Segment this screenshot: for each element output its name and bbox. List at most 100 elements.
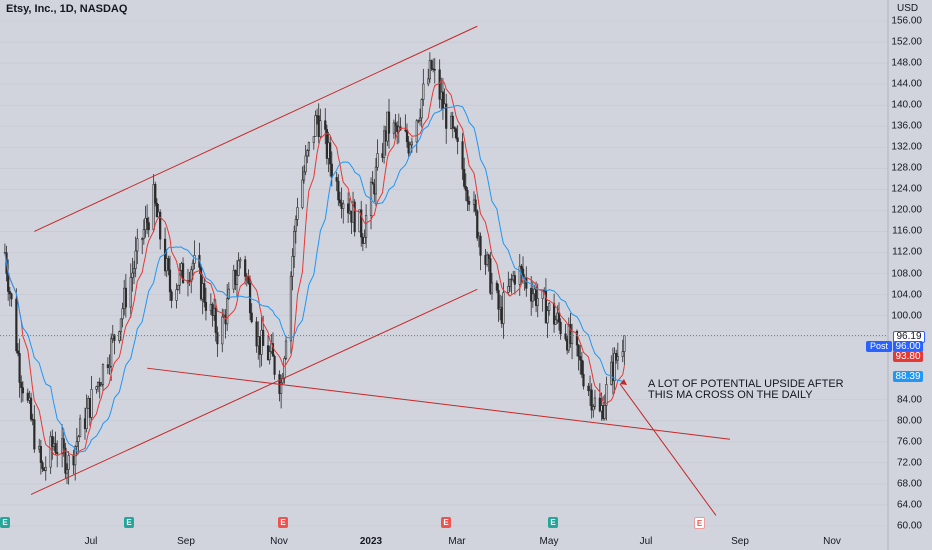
candle-body [564, 333, 567, 340]
candle-body [546, 310, 549, 324]
candle-body [132, 268, 136, 274]
candle-body [131, 272, 134, 278]
candle-body [410, 141, 413, 146]
y-tick-label: 152.00 [891, 36, 922, 48]
candle-body [518, 265, 521, 285]
candle-body [154, 184, 157, 204]
earnings-event-icon[interactable]: E [441, 517, 451, 528]
candle-body [497, 289, 500, 310]
candle-body [255, 321, 258, 347]
candle-body [575, 330, 579, 346]
candle-body [141, 238, 144, 240]
candle-body [65, 469, 69, 474]
candle-body [273, 356, 276, 375]
annotation-line-2: THIS MA CROSS ON THE DAILY [648, 389, 813, 401]
candle-body [387, 111, 391, 134]
slow-ma-badge: 88.39 [893, 371, 923, 382]
candle-body [203, 283, 206, 303]
candle-body [485, 254, 489, 265]
x-tick-label: Jul [84, 536, 98, 547]
candle-body [124, 287, 127, 308]
candle-body [587, 385, 590, 392]
candle-body [159, 211, 162, 240]
candle-body [466, 190, 469, 202]
candle-body [329, 142, 332, 165]
y-tick-label: 124.00 [891, 183, 922, 195]
y-tick-label: 148.00 [891, 57, 922, 69]
earnings-event-icon[interactable]: E [694, 517, 705, 529]
annotation-arrow [619, 383, 717, 516]
candle-body [29, 397, 33, 420]
candle-body [623, 335, 626, 352]
candle-body [347, 203, 350, 214]
candle-body [121, 308, 124, 320]
candle-body [235, 275, 239, 285]
candle-body [302, 171, 306, 181]
candle-body [507, 286, 510, 293]
candle-body [237, 260, 240, 276]
candle-body [463, 168, 466, 187]
candle-body [118, 331, 121, 341]
candle-body [54, 443, 57, 453]
candle-body [306, 150, 309, 157]
y-tick-label: 64.00 [896, 499, 922, 511]
candle-body [520, 265, 523, 270]
candle-body [181, 263, 185, 284]
candle-body [244, 259, 247, 277]
candle-body [56, 452, 59, 455]
y-tick-label: 156.00 [891, 15, 922, 27]
candle-body [119, 318, 123, 332]
candle-body [20, 382, 23, 388]
support-line [147, 367, 731, 440]
candle-body [199, 267, 203, 300]
candle-body [296, 207, 299, 220]
candle-body [605, 384, 608, 406]
candle-body [301, 179, 304, 208]
candle-body [371, 181, 374, 185]
y-tick-label: 144.00 [891, 78, 922, 90]
candle-body [175, 289, 178, 301]
candle-body [474, 199, 477, 212]
y-tick-label: 84.00 [896, 394, 922, 406]
candle-body [33, 419, 36, 450]
x-tick-label: Sep [177, 536, 195, 547]
candle-body [582, 374, 585, 387]
earnings-event-icon[interactable]: E [278, 517, 288, 528]
y-tick-label: 108.00 [891, 268, 922, 279]
candle-body [108, 366, 111, 368]
candle-body [495, 282, 498, 291]
candle-body [280, 382, 283, 394]
earnings-event-icon[interactable]: E [124, 517, 134, 528]
candle-body [75, 441, 78, 447]
earnings-event-icon[interactable]: E [548, 517, 558, 528]
candle-body [613, 353, 616, 382]
candle-body [78, 418, 82, 438]
candle-body [531, 293, 534, 302]
candle-body [580, 359, 583, 375]
slow-ma-line [4, 104, 625, 453]
y-tick-label: 112.00 [892, 246, 922, 258]
candle-body [415, 120, 418, 143]
earnings-event-icon[interactable]: E [0, 517, 10, 528]
candle-body [427, 78, 430, 85]
annotation-line-1: A LOT OF POTENTIAL UPSIDE AFTER [648, 378, 844, 390]
post-label: Post [866, 341, 892, 352]
candle-body [342, 203, 345, 209]
candle-body [136, 238, 139, 252]
candle-body [382, 130, 386, 158]
candle-body [330, 163, 333, 178]
candle-body [453, 127, 456, 130]
candle-body [113, 334, 116, 341]
candle-body [508, 278, 512, 287]
candle-body [216, 332, 219, 345]
candle-body [525, 277, 528, 289]
candle-body [536, 298, 539, 306]
candle-body [417, 120, 420, 122]
y-tick-label: 116.00 [892, 225, 922, 237]
candle-body [239, 259, 242, 262]
candle-body [557, 312, 561, 323]
candle-body [204, 301, 208, 311]
candle-body [476, 210, 479, 239]
candle-body [319, 120, 322, 137]
